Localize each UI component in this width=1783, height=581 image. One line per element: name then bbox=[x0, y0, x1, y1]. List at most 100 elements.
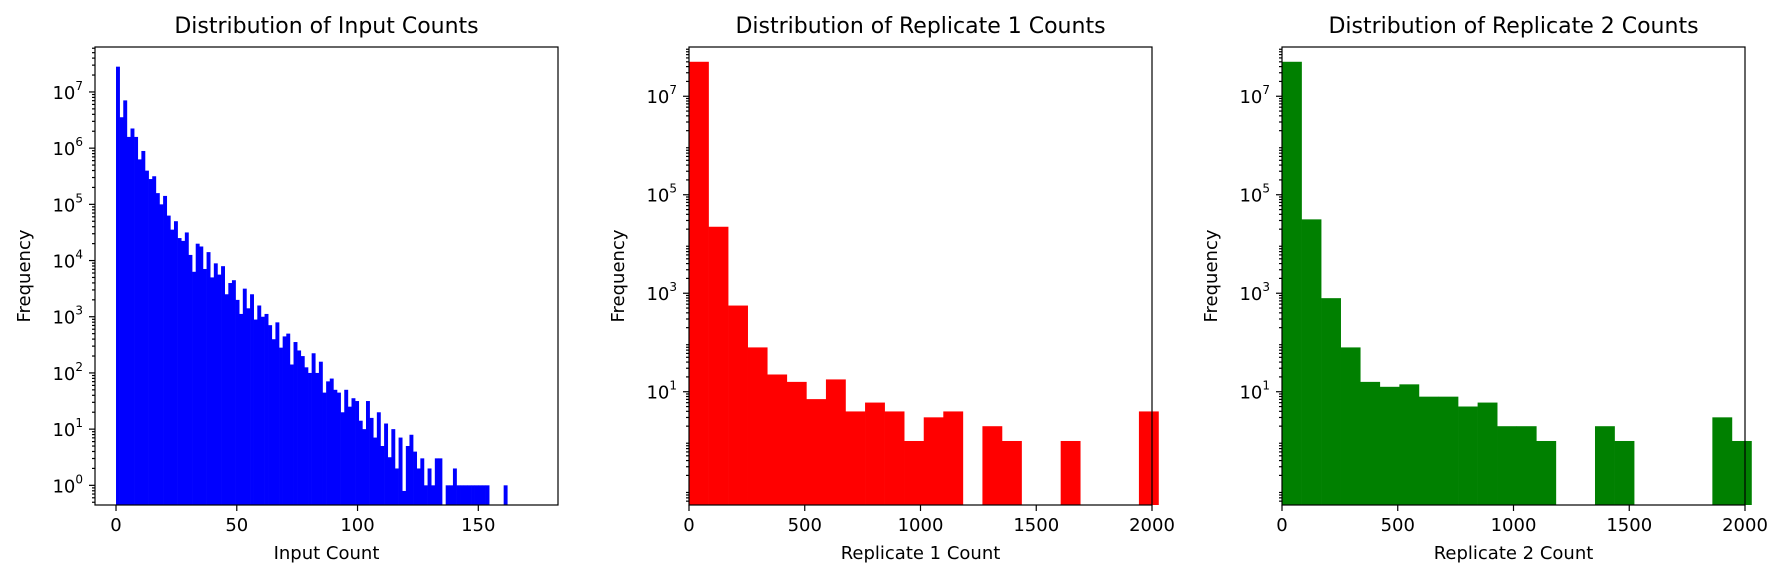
histogram-bar bbox=[213, 263, 218, 505]
histogram-bar bbox=[279, 347, 283, 505]
histogram-bar bbox=[148, 179, 153, 506]
histogram-bar bbox=[282, 336, 287, 505]
histogram-bar bbox=[420, 458, 425, 505]
histogram-bar bbox=[217, 274, 222, 505]
histogram-bar bbox=[1438, 396, 1459, 505]
histogram-bar bbox=[275, 322, 280, 505]
histogram-bar bbox=[728, 305, 748, 505]
histogram-bar bbox=[326, 381, 331, 505]
histogram-bar bbox=[130, 128, 135, 505]
histogram-bar bbox=[767, 374, 788, 505]
histogram-bar bbox=[1321, 298, 1341, 505]
histogram-bar bbox=[231, 280, 236, 505]
histogram-bar bbox=[708, 226, 729, 505]
y-tick-label: 104 bbox=[52, 248, 83, 273]
y-tick-label: 102 bbox=[52, 360, 83, 385]
histogram-bar bbox=[923, 417, 944, 505]
histogram-bar bbox=[413, 451, 418, 505]
histogram-bar bbox=[471, 485, 475, 505]
histogram-bar bbox=[474, 485, 479, 505]
histogram-bar bbox=[322, 392, 327, 505]
histogram-bar bbox=[806, 399, 827, 505]
histogram-bar bbox=[1614, 440, 1635, 505]
y-tick-label: 107 bbox=[52, 79, 83, 104]
histogram-bar bbox=[268, 325, 273, 505]
histogram-bars bbox=[689, 61, 1159, 505]
histogram-bar bbox=[293, 342, 298, 505]
histogram-bar bbox=[380, 445, 385, 505]
histogram-bar bbox=[1060, 440, 1081, 505]
histogram-bar bbox=[344, 389, 349, 505]
histogram-bar bbox=[463, 485, 468, 505]
y-axis-label: Frequency bbox=[14, 229, 35, 322]
histogram-bar bbox=[329, 378, 334, 505]
histogram-bar bbox=[1399, 384, 1420, 505]
x-tick-label: 2000 bbox=[1722, 515, 1768, 536]
histogram-bar bbox=[1360, 381, 1381, 505]
x-tick-label: 1000 bbox=[1491, 515, 1537, 536]
y-tick-label: 105 bbox=[52, 191, 83, 216]
y-tick-label: 101 bbox=[52, 416, 83, 441]
histogram-bar bbox=[311, 353, 316, 505]
histogram-bar bbox=[1731, 440, 1752, 505]
histogram-bar bbox=[747, 347, 768, 505]
histogram-bar bbox=[384, 423, 389, 505]
histogram-bar bbox=[199, 246, 204, 505]
histogram-bar bbox=[1497, 426, 1518, 505]
histogram-bar bbox=[689, 61, 709, 505]
histogram-bar bbox=[170, 229, 175, 505]
histogram-bar bbox=[1282, 61, 1302, 505]
x-tick-label: 1500 bbox=[1013, 515, 1059, 536]
histogram-bar bbox=[260, 316, 265, 505]
histogram-bar bbox=[250, 294, 254, 505]
histogram-bar bbox=[141, 150, 146, 505]
histogram-bar bbox=[239, 313, 244, 505]
y-tick-label: 101 bbox=[1239, 379, 1270, 404]
histogram-bar bbox=[456, 485, 461, 505]
histogram-bar bbox=[134, 136, 139, 505]
histogram-bar bbox=[485, 485, 490, 505]
histogram-bar bbox=[155, 193, 160, 506]
x-tick-label: 0 bbox=[683, 515, 694, 536]
histogram-bar bbox=[1418, 396, 1439, 505]
histogram-bar bbox=[1001, 440, 1022, 505]
histogram-bar bbox=[206, 252, 211, 505]
histogram-bar bbox=[1712, 417, 1733, 505]
histogram-bars bbox=[116, 66, 508, 506]
histogram-bar bbox=[286, 333, 291, 505]
histogram-bar bbox=[340, 412, 345, 505]
histogram-bar bbox=[481, 485, 486, 505]
x-tick-label: 2000 bbox=[1129, 515, 1175, 536]
histogram-bar bbox=[982, 426, 1003, 505]
x-tick-label: 0 bbox=[1276, 515, 1287, 536]
histogram-bar bbox=[943, 411, 964, 505]
histogram-bar bbox=[192, 271, 197, 505]
histogram-bar bbox=[228, 283, 233, 505]
histogram-bar bbox=[449, 485, 454, 505]
y-tick-label: 106 bbox=[52, 135, 83, 160]
histogram-bar bbox=[460, 485, 465, 505]
histogram-bar bbox=[416, 468, 421, 505]
y-axis-label: Frequency bbox=[1201, 229, 1222, 322]
histogram-bar bbox=[202, 268, 207, 505]
histogram-bar bbox=[224, 294, 229, 505]
histogram-bar bbox=[116, 66, 120, 506]
x-tick-label: 150 bbox=[461, 515, 495, 536]
histogram-bar bbox=[144, 170, 149, 505]
histogram-bar bbox=[159, 204, 164, 506]
y-tick-label: 105 bbox=[646, 182, 677, 207]
histogram-bar bbox=[271, 339, 276, 505]
histogram-bar bbox=[434, 458, 439, 505]
x-tick-label: 100 bbox=[340, 515, 374, 536]
histogram-bar bbox=[351, 398, 356, 505]
histogram-bar bbox=[1301, 219, 1322, 505]
y-tick-label: 107 bbox=[1239, 83, 1270, 108]
histogram-bar bbox=[235, 299, 240, 505]
histogram-bar bbox=[467, 485, 472, 505]
histogram-bar bbox=[123, 100, 128, 505]
histogram-bar bbox=[1138, 411, 1159, 505]
histogram-bar bbox=[257, 305, 262, 505]
histogram-bar bbox=[786, 381, 807, 505]
histogram-bar bbox=[264, 313, 269, 505]
